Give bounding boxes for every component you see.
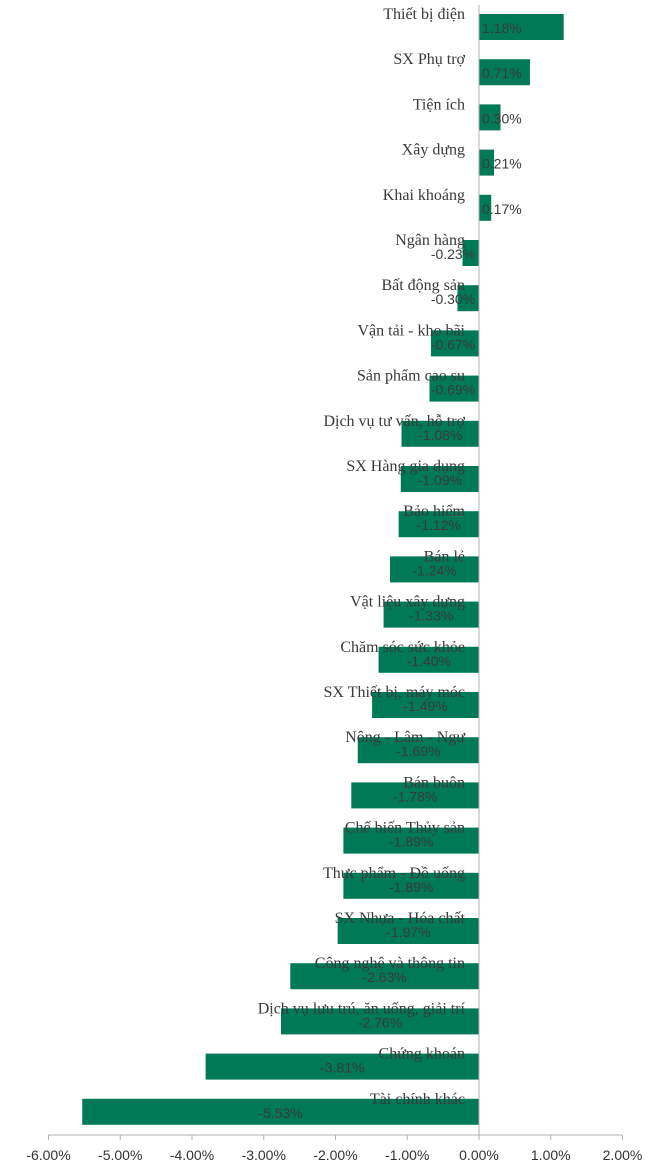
category-label-2: Tiện ích: [413, 96, 465, 113]
value-label-4: 0.17%: [482, 201, 522, 217]
category-label-24: Tài chính khác: [370, 1091, 465, 1108]
category-label-1: SX Phụ trợ: [393, 51, 465, 68]
value-label-1: 0.71%: [482, 65, 522, 81]
category-label-4: Khai khoáng: [383, 187, 465, 204]
value-label-10: -1.09%: [418, 472, 462, 488]
value-label-24: -5.53%: [258, 1105, 302, 1121]
x-tick-label-1: -5.00%: [98, 1147, 142, 1163]
value-label-18: -1.89%: [389, 834, 433, 850]
value-label-20: -1.97%: [386, 924, 430, 940]
value-label-22: -2.76%: [358, 1014, 402, 1030]
x-tick-label-0: -6.00%: [26, 1147, 70, 1163]
value-label-19: -1.89%: [389, 879, 433, 895]
value-label-11: -1.12%: [417, 517, 461, 533]
x-tick-label-7: 1.00%: [531, 1147, 571, 1163]
value-label-14: -1.40%: [407, 653, 451, 669]
value-label-15: -1.49%: [403, 698, 447, 714]
x-axis: -6.00% -5.00% -4.00% -3.00% -2.00% -1.00% 0.00…: [26, 5, 642, 1163]
value-label-9: -1.08%: [418, 427, 462, 443]
x-tick-label-8: 2.00%: [603, 1147, 643, 1163]
value-label-5: -0.23%: [431, 246, 475, 262]
value-label-12: -1.24%: [412, 562, 456, 578]
x-tick-label-5: -1.00%: [385, 1147, 429, 1163]
value-label-13: -1.33%: [409, 608, 453, 624]
value-label-6: -0.30%: [431, 291, 475, 307]
value-label-8: -0.69%: [431, 382, 475, 398]
value-label-21: -2.63%: [362, 969, 406, 985]
category-label-0: Thiết bị điện: [383, 6, 465, 23]
value-label-0: 1.18%: [482, 20, 522, 36]
category-label-3: Xây dựng: [402, 142, 465, 159]
value-label-17: -1.78%: [393, 788, 437, 804]
x-tick-label-4: -2.00%: [313, 1147, 357, 1163]
x-tick-label-3: -3.00%: [242, 1147, 286, 1163]
value-label-3: 0.21%: [482, 156, 522, 172]
value-label-2: 0.30%: [482, 110, 522, 126]
value-label-16: -1.69%: [396, 743, 440, 759]
category-label-23: Chứng khoán: [379, 1046, 465, 1063]
value-label-23: -3.81%: [320, 1060, 364, 1076]
x-tick-label-2: -4.00%: [170, 1147, 214, 1163]
x-tick-label-6: 0.00%: [459, 1147, 499, 1163]
value-label-7: -0.67%: [431, 336, 475, 352]
